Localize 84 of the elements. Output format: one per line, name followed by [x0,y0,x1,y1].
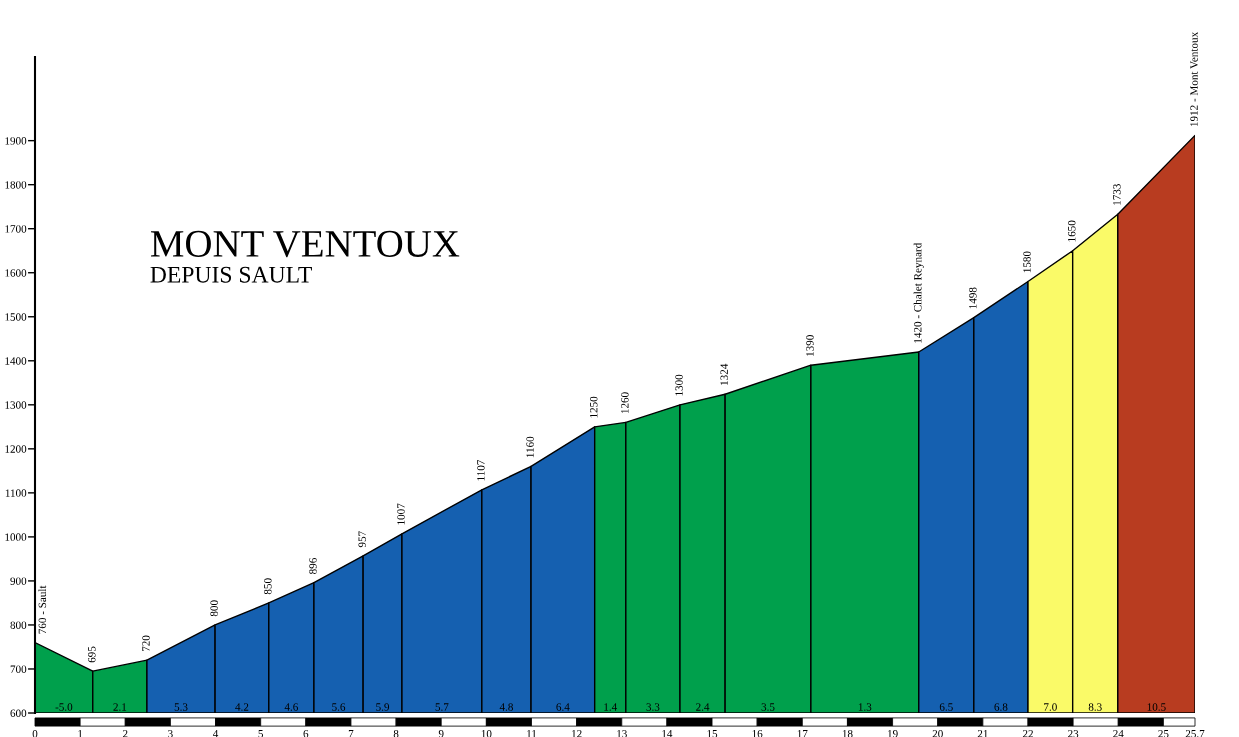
data-label: 1007 [397,503,405,525]
data-label: 896 [309,558,317,574]
x-tick-label: 3 [168,730,173,737]
x-tick-label: 4 [212,730,219,737]
y-tick-label: 900 [10,577,27,585]
x-tick-label: 25.7 [1185,730,1205,737]
y-tick-label: 700 [10,665,27,673]
data-label: 720 [142,635,150,652]
data-label: 1260 [621,392,629,414]
x-tick-label: 5 [258,730,264,737]
x-tick-label: 11 [527,730,537,737]
annotation: 8.3 [1088,703,1102,711]
data-label: 1300 [675,374,683,396]
data-label: 1107 [477,459,485,481]
x-tick-label: 24 [1113,730,1124,737]
x-tick-label: 2 [122,730,128,737]
annotation: 3.3 [646,703,660,711]
annotation: 5.6 [332,703,346,711]
y-tick-label: 1800 [5,181,27,189]
data-label: 800 [210,600,218,617]
data-label: 1498 [969,287,977,309]
annotation: 5.9 [376,703,390,711]
annotation: 5.7 [435,703,449,711]
data-label: 1250 [589,396,598,418]
data-label: 1912 - Mont Ventoux [1190,32,1198,127]
annotation: 6.5 [939,703,953,711]
annotation: 4.8 [499,703,513,711]
y-tick-label: 1100 [5,489,27,497]
x-tick-label: 21 [977,730,988,737]
x-tick-label: 0 [32,729,38,737]
annotation: -5.0 [55,703,73,711]
y-tick-label: 1200 [5,445,27,453]
data-label: 760 - Sault [38,585,47,634]
y-tick-label: 1300 [5,401,27,409]
y-tick-label: 1600 [5,269,27,277]
data-label: 1580 [1023,251,1031,273]
y-tick-label: 1000 [5,533,27,541]
data-label: 1420 - Chalet Reynard [913,242,924,343]
text: DEPUIS SAULT [150,266,312,283]
data-label: 1390 [806,335,814,356]
x-tick-label: 23 [1068,730,1079,737]
x-tick-label: 13 [617,730,627,737]
data-label: 1324 [720,363,728,385]
x-tick-label: 19 [888,730,898,737]
x-tick-label: 8 [393,729,399,737]
annotation: 5.3 [174,703,188,711]
annotation: 3.5 [761,703,775,711]
x-tick-label: 14 [662,730,673,737]
annotation: 2.1 [113,703,127,711]
data-label: 1650 [1067,220,1076,242]
data-label: 957 [358,531,366,548]
x-tick-label: 20 [932,729,943,737]
x-tick-label: 15 [707,730,718,737]
data-label: 695 [88,646,96,663]
annotation: 7.0 [1044,703,1057,711]
x-tick-label: 12 [572,730,582,737]
annotation: 4.6 [284,703,298,711]
annotation: 10.5 [1147,703,1166,711]
y-tick-label: 1400 [5,357,27,365]
x-tick-label: 1 [78,730,83,737]
x-tick-label: 10 [481,729,492,737]
y-tick-label: 800 [10,621,27,629]
y-tick-label: 600 [10,709,27,717]
x-tick-label: 18 [842,729,853,737]
y-tick-label: 1900 [5,137,27,145]
annotation: 6.4 [556,703,570,711]
x-tick-label: 6 [303,730,309,737]
x-tick-label: 7 [348,730,354,737]
data-label: 850 [264,578,272,595]
annotation: 1.3 [858,703,872,711]
x-tick-label: 16 [752,730,763,737]
text: MONT VENTOUX [150,230,460,258]
x-tick-label: 22 [1022,730,1033,737]
data-label: 1733 [1113,184,1121,205]
annotation: 2.4 [696,703,710,711]
annotation: 6.8 [994,703,1008,711]
x-tick-label: 17 [797,730,808,737]
data-label: 1160 [526,436,534,458]
y-tick-label: 1500 [5,313,27,321]
x-tick-label: 25 [1158,730,1169,737]
annotation: 4.2 [235,703,249,711]
y-tick-label: 1700 [5,225,27,233]
annotation: 1.4 [604,703,618,711]
x-tick-label: 9 [438,730,444,737]
